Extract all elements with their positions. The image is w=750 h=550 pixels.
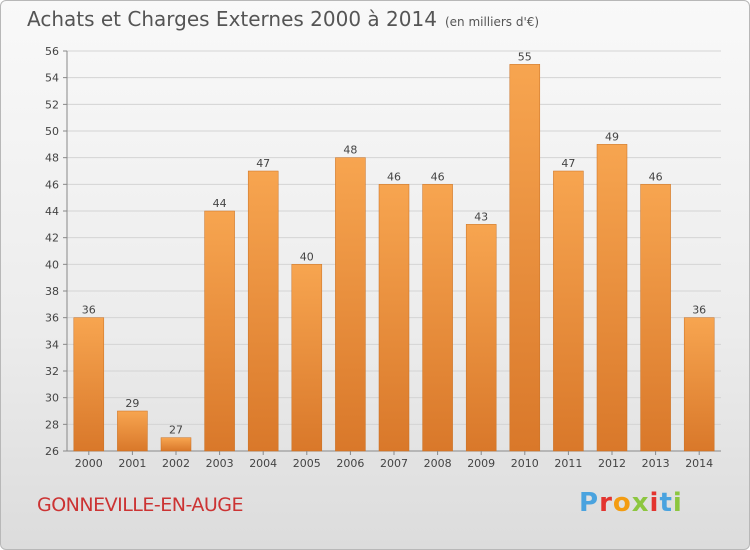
chart-unit: (en milliers d'€) — [444, 15, 540, 29]
bar-value-label: 47 — [256, 157, 270, 170]
bar-value-label: 46 — [649, 170, 663, 183]
y-tick-label: 52 — [45, 98, 59, 111]
bar-value-label: 46 — [431, 170, 445, 183]
x-tick-label: 2003 — [206, 457, 234, 470]
bar-2010 — [509, 64, 541, 452]
x-tick-label: 2010 — [511, 457, 539, 470]
bar-value-label: 44 — [213, 197, 227, 210]
chart-title: Achats et Charges Externes 2000 à 2014 (e… — [27, 7, 539, 31]
y-tick-label: 32 — [45, 365, 59, 378]
logo-letter: P — [579, 488, 600, 518]
x-tick-label: 2009 — [467, 457, 495, 470]
logo-letter: i — [649, 488, 660, 518]
x-tick-label: 2011 — [554, 457, 582, 470]
y-tick-label: 46 — [45, 178, 59, 191]
bar-value-label: 27 — [169, 424, 183, 437]
x-tick-label: 2008 — [424, 457, 452, 470]
x-tick-label: 2004 — [249, 457, 277, 470]
y-tick-label: 54 — [45, 72, 59, 85]
proxiti-logo[interactable]: Proxiti — [579, 488, 683, 518]
bar-2009 — [465, 224, 497, 452]
x-tick-label: 2013 — [642, 457, 670, 470]
y-tick-label: 38 — [45, 285, 59, 298]
bar-2006 — [335, 157, 366, 452]
y-tick-label: 28 — [45, 418, 59, 431]
bar-2002 — [160, 437, 192, 452]
bar-2012 — [596, 144, 628, 452]
y-tick-label: 56 — [45, 45, 59, 58]
x-tick-labels: 2000 2001 2002 2003 2004 2005 2006 2007 2008 2009… — [75, 451, 713, 470]
bar-value-label: 29 — [125, 397, 139, 410]
bar-2014 — [683, 317, 715, 452]
y-tick-label: 50 — [45, 125, 59, 138]
bar-2000 — [73, 317, 105, 452]
x-tick-label: 2007 — [380, 457, 408, 470]
logo-letter: i — [672, 488, 683, 518]
x-tick-label: 2002 — [162, 457, 190, 470]
y-tick-label: 30 — [45, 392, 59, 405]
y-tick-label: 42 — [45, 232, 59, 245]
bars: 36 29 27 44 47 40 48 46 46 43 55 47 49 46 36 — [73, 50, 715, 452]
bar-2013 — [640, 184, 671, 452]
bar-value-label: 36 — [82, 304, 96, 317]
x-tick-label: 2001 — [118, 457, 146, 470]
bar-2005 — [291, 264, 323, 452]
bar-value-label: 48 — [343, 144, 357, 157]
x-tick-label: 2000 — [75, 457, 103, 470]
x-tick-label: 2006 — [336, 457, 364, 470]
y-tick-label: 40 — [45, 258, 59, 271]
y-tick-label: 36 — [45, 312, 59, 325]
bar-value-label: 43 — [474, 210, 488, 223]
commune-name: GONNEVILLE-EN-AUGE — [37, 494, 244, 516]
bar-value-label: 40 — [300, 250, 314, 263]
y-tick-label: 26 — [45, 445, 59, 458]
x-tick-label: 2012 — [598, 457, 626, 470]
bar-2011 — [553, 170, 584, 452]
y-tick-label: 34 — [45, 338, 59, 351]
bar-2008 — [422, 184, 453, 452]
logo-letter: r — [599, 488, 613, 518]
bar-2004 — [247, 170, 279, 452]
bar-2007 — [378, 184, 410, 452]
bar-value-label: 36 — [692, 304, 706, 317]
x-tick-label: 2005 — [293, 457, 321, 470]
bar-value-label: 47 — [561, 157, 575, 170]
bar-value-label: 46 — [387, 170, 401, 183]
logo-letter: x — [631, 488, 650, 518]
bar-value-label: 55 — [518, 50, 532, 63]
y-tick-label: 48 — [45, 152, 59, 165]
chart-title-text: Achats et Charges Externes 2000 à 2014 — [27, 7, 437, 31]
y-tick-labels: 26 28 30 32 34 36 38 40 42 44 46 48 50 52 54 56 — [45, 45, 67, 458]
bar-2003 — [204, 210, 235, 452]
logo-letter: o — [612, 488, 632, 518]
logo-letter: t — [659, 488, 673, 518]
bar-2001 — [117, 410, 148, 452]
bar-value-label: 49 — [605, 130, 619, 143]
y-tick-label: 44 — [45, 205, 59, 218]
x-tick-label: 2014 — [685, 457, 713, 470]
